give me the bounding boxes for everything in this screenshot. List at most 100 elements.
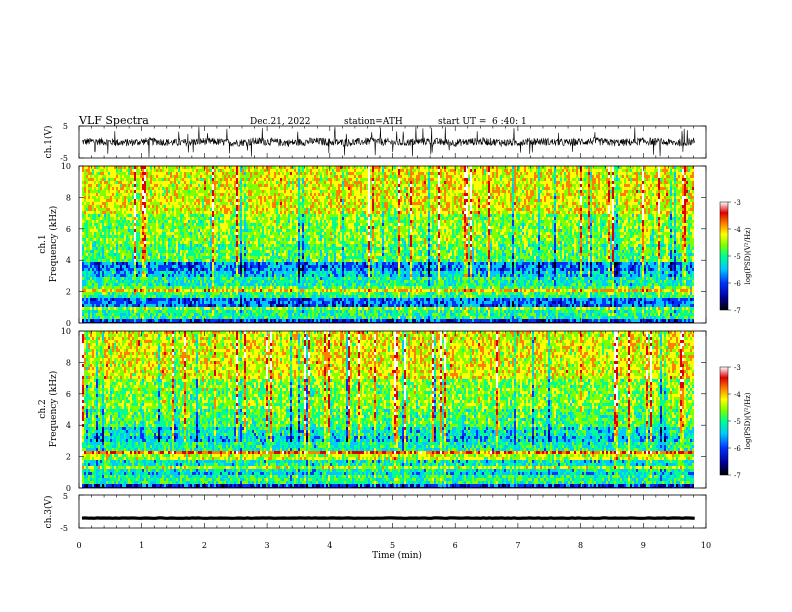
spectrogram-cell (382, 172, 384, 175)
spectrogram-cell (684, 181, 686, 184)
spectrogram-cell (680, 196, 682, 199)
spectrogram-cell (638, 178, 640, 181)
spectrogram-cell (412, 208, 414, 211)
spectrogram-cell (624, 205, 626, 208)
spectrogram-cell (652, 184, 654, 187)
spectrogram-cell (386, 175, 388, 178)
spectrogram-cell (504, 205, 506, 208)
spectrogram-cell (418, 181, 420, 184)
spectrogram-cell (460, 205, 462, 208)
spectrogram-cell (328, 196, 330, 199)
spectrogram-cell (86, 175, 88, 178)
spectrogram-cell (676, 205, 678, 208)
spectrogram-cell (556, 175, 558, 178)
spectrogram-cell (310, 190, 312, 193)
spectrogram-cell (404, 184, 406, 187)
spectrogram-cell (284, 205, 286, 208)
spectrogram-cell (158, 193, 160, 196)
spectrogram-cell (218, 202, 220, 205)
spectrogram-cell (114, 166, 116, 169)
spectrogram-cell (634, 178, 636, 181)
spectrogram-cell (644, 187, 646, 190)
spectrogram-cell (128, 169, 130, 172)
spectrogram-cell (312, 181, 314, 184)
spectrogram-cell (94, 178, 96, 181)
spectrogram-cell (600, 166, 602, 169)
spectrogram-cell (426, 175, 428, 178)
spectrogram-cell (352, 196, 354, 199)
spectrogram-cell (390, 211, 392, 214)
spectrogram-cell (420, 199, 422, 202)
spectrogram-cell (644, 208, 646, 211)
spectrogram-cell (398, 184, 400, 187)
spectrogram-cell (654, 184, 656, 187)
spectrogram-cell (290, 205, 292, 208)
spectrogram-cell (550, 196, 552, 199)
spectrogram-cell (474, 184, 476, 187)
spectrogram-cell (464, 172, 466, 175)
spectrogram-cell (340, 181, 342, 184)
spectrogram-cell (570, 199, 572, 202)
spectrogram-cell (190, 193, 192, 196)
spectrogram-cell (452, 166, 454, 169)
spectrogram-cell (478, 205, 480, 208)
spectrogram-cell (532, 187, 534, 190)
spectrogram-cell (524, 190, 526, 193)
spectrogram-cell (176, 208, 178, 211)
spectrogram-cell (520, 202, 522, 205)
spectrogram-cell (240, 187, 242, 190)
spectrogram-cell (294, 172, 296, 175)
spectrogram-cell (302, 175, 304, 178)
spectrogram-cell (682, 166, 684, 169)
spectrogram-cell (388, 175, 390, 178)
spectrogram-cell (410, 166, 412, 169)
spectrogram-cell (454, 184, 456, 187)
spectrogram-cell (530, 172, 532, 175)
spectrogram-cell (614, 184, 616, 187)
spectrogram-cell (186, 202, 188, 205)
spectrogram-cell (254, 202, 256, 205)
spectrogram-cell (336, 196, 338, 199)
spectrogram-cell (390, 184, 392, 187)
spectrogram-cell (102, 208, 104, 211)
spectrogram-cell (180, 178, 182, 181)
spectrogram-cell (426, 205, 428, 208)
spectrogram-cell (468, 193, 470, 196)
spectrogram-cell (198, 175, 200, 178)
spectrogram-cell (238, 184, 240, 187)
spectrogram-cell (404, 169, 406, 172)
spectrogram-cell (636, 196, 638, 199)
spectrogram-cell (628, 199, 630, 202)
spectrogram-cell (600, 205, 602, 208)
spectrogram-cell (510, 190, 512, 193)
spectrogram-cell (686, 196, 688, 199)
spectrogram-cell (436, 196, 438, 199)
spectrogram-cell (572, 205, 574, 208)
spectrogram-cell (616, 199, 618, 202)
spectrogram-cell (270, 211, 272, 214)
spectrogram-cell (404, 205, 406, 208)
spectrogram-cell (436, 208, 438, 211)
spectrogram-cell (128, 205, 130, 208)
spectrogram-cell (416, 196, 418, 199)
spectrogram-cell (302, 166, 304, 169)
spectrogram-cell (600, 199, 602, 202)
spectrogram-cell (390, 169, 392, 172)
spectrogram-cell (512, 202, 514, 205)
spectrogram-cell (110, 208, 112, 211)
spectrogram-cell (620, 181, 622, 184)
spectrogram-cell (536, 169, 538, 172)
spectrogram-cell (146, 202, 148, 205)
spectrogram-cell (470, 187, 472, 190)
spectrogram-cell (456, 175, 458, 178)
spectrogram-cell (490, 181, 492, 184)
spectrogram-cell (342, 172, 344, 175)
spectrogram-cell (178, 211, 180, 214)
spectrogram-cell (226, 184, 228, 187)
spectrogram-cell (206, 205, 208, 208)
spectrogram-cell (578, 208, 580, 211)
spectrogram-cell (504, 208, 506, 211)
spectrogram-cell (124, 175, 126, 178)
spectrogram-cell (386, 184, 388, 187)
spectrogram-cell (410, 190, 412, 193)
